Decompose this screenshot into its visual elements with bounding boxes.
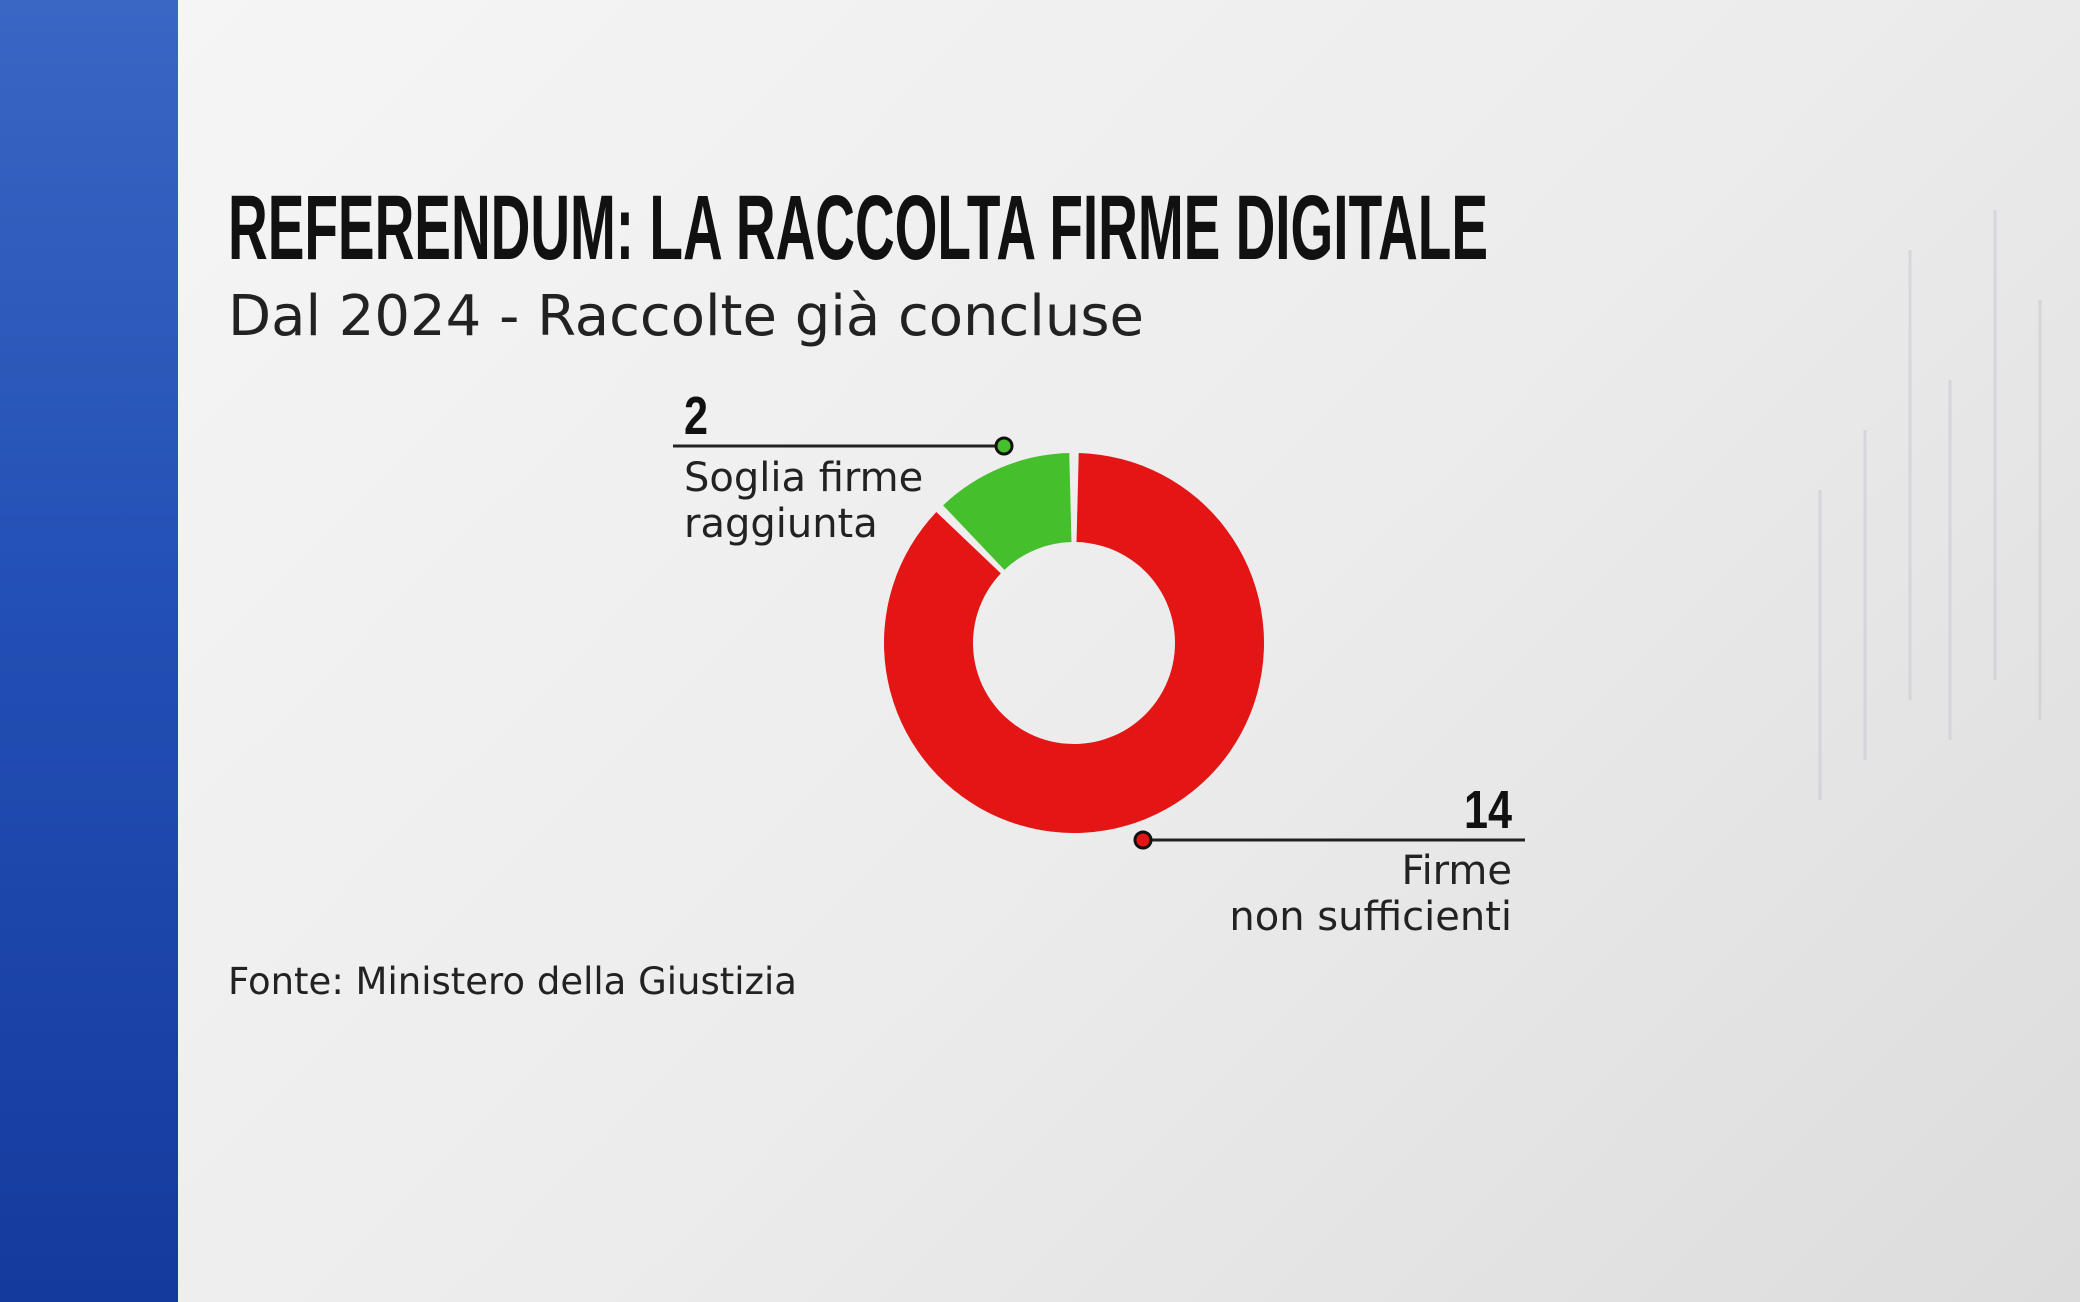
donut xyxy=(884,453,1264,833)
leader-dot xyxy=(994,436,1014,456)
chart-title: REFERENDUM: LA RACCOLTA FIRME DIGITALE xyxy=(228,177,1488,279)
category-label: Soglia firme raggiunta xyxy=(684,455,924,547)
source: Fonte: Ministero della Giustizia xyxy=(228,960,797,1003)
value-label: 14 xyxy=(1464,781,1512,841)
value-label: 2 xyxy=(684,387,708,447)
donut-segment xyxy=(943,453,1072,570)
background-decoration xyxy=(1818,210,2042,800)
category-label: Firme non sufficienti xyxy=(1229,848,1512,940)
donut-segment xyxy=(884,453,1264,833)
side-panel xyxy=(0,0,178,1302)
chart-subtitle: Dal 2024 - Raccolte già concluse xyxy=(228,284,1144,349)
leader-dot xyxy=(1133,830,1153,850)
